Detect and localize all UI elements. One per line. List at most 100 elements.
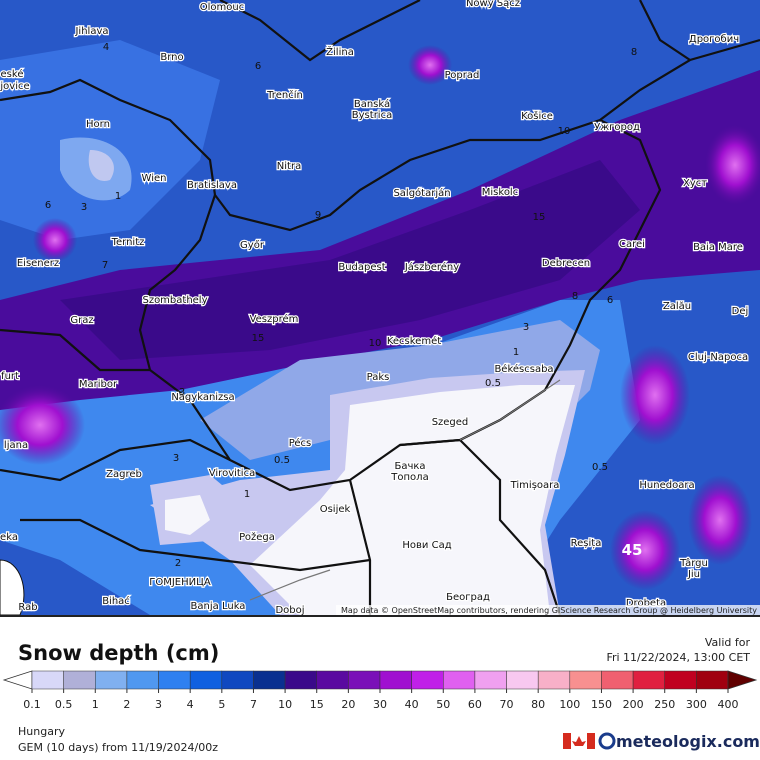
city-label: Debrecen xyxy=(542,258,590,269)
tick-label: 100 xyxy=(559,698,580,711)
city-label: Pécs xyxy=(289,437,312,449)
tick-label: 5 xyxy=(218,698,225,711)
contour-label: 6 xyxy=(45,200,51,211)
contour-label: 15 xyxy=(533,212,546,223)
city-label: Trenčín xyxy=(266,89,303,101)
city-label: Brno xyxy=(160,52,183,63)
city-label: Olomouc xyxy=(200,2,244,13)
contour-label: 3 xyxy=(173,453,179,464)
city-label: Bihać xyxy=(102,595,130,607)
contour-label: 4 xyxy=(103,42,109,53)
contour-label: 9 xyxy=(315,210,321,221)
tick-label: 7 xyxy=(250,698,257,711)
city-label: jovice xyxy=(0,81,30,92)
city-label: Požega xyxy=(239,531,275,543)
contour-label: 1 xyxy=(513,347,519,358)
city-label: Virovitica xyxy=(209,468,255,479)
city-label: Banská xyxy=(354,98,390,110)
colorbar-segment xyxy=(696,670,729,690)
tick-label: 20 xyxy=(341,698,355,711)
tick-label: 50 xyxy=(436,698,450,711)
city-label: Eisenerz xyxy=(17,258,59,269)
colorbar-segment xyxy=(316,670,349,690)
tick-label: 150 xyxy=(591,698,612,711)
contour-label: 0.5 xyxy=(485,378,501,389)
tick-label: 200 xyxy=(623,698,644,711)
city-label: Graz xyxy=(70,315,93,326)
city-label: Cluj-Napoca xyxy=(688,352,748,363)
city-label: Bratislava xyxy=(187,180,237,191)
city-label: Zagreb xyxy=(106,469,142,480)
city-label: Hunedoara xyxy=(639,480,694,491)
max-label: 45 xyxy=(622,541,643,559)
city-label: Banja Luka xyxy=(191,601,246,612)
colorbar-arrow xyxy=(727,670,758,690)
tick-label: 70 xyxy=(500,698,514,711)
colorbar-segment xyxy=(95,670,128,690)
colorbar-segment xyxy=(63,670,96,690)
city-label: eka xyxy=(0,532,18,543)
city-label: Jiu xyxy=(687,569,700,580)
city-label: Doboj xyxy=(275,605,304,616)
colorbar-segment xyxy=(664,670,697,690)
contour-label: 2 xyxy=(175,558,181,569)
city-label: Salgótarján xyxy=(393,187,450,199)
city-label: Nagykanizsa xyxy=(171,392,234,403)
valid-time: Fri 11/22/2024, 13:00 CET xyxy=(606,651,750,664)
contour-label: 0.5 xyxy=(274,455,290,466)
colorbar-segment xyxy=(569,670,602,690)
city-label: Osijek xyxy=(320,504,351,515)
city-label: Veszprém xyxy=(250,313,299,325)
contour-label: 1 xyxy=(115,191,121,202)
colorbar-segment xyxy=(443,670,476,690)
map: Olomouc Nowy Sącz Jihlava Brno Žilina Po… xyxy=(0,0,760,617)
tick-label: 10 xyxy=(278,698,292,711)
model-run: GEM (10 days) from 11/19/2024/00z xyxy=(18,741,218,754)
brand[interactable]: meteologix.com xyxy=(616,732,760,751)
colorbar-arrow xyxy=(2,670,33,690)
canada-flag xyxy=(563,733,595,749)
city-label: Timișoara xyxy=(510,480,560,491)
contour-label: 8 xyxy=(631,47,637,58)
tick-label: 40 xyxy=(405,698,419,711)
city-label: furt xyxy=(1,371,19,382)
contour-label: 10 xyxy=(369,338,382,349)
city-label: Baia Mare xyxy=(693,242,743,253)
city-label: Jihlava xyxy=(74,26,108,37)
contour-label: 15 xyxy=(252,333,265,344)
contour-label: 3 xyxy=(523,322,529,333)
contour-label: 7 xyxy=(102,260,108,271)
contour-label: 3 xyxy=(81,202,87,213)
contour-label: 6 xyxy=(607,295,613,306)
contour-label: 10 xyxy=(558,126,571,137)
legend-title: Snow depth (cm) xyxy=(18,641,219,665)
colorbar-segment xyxy=(221,670,254,690)
contour-label: 3 xyxy=(179,387,185,398)
city-label: Győr xyxy=(240,239,265,251)
city-label: Хуст xyxy=(683,178,707,189)
colorbar-segment xyxy=(158,670,191,690)
contour-label: 6 xyxy=(255,61,261,72)
city-label: Nitra xyxy=(277,161,301,172)
tick-label: 1 xyxy=(92,698,99,711)
city-label: Бачка xyxy=(394,461,425,472)
city-label: Kecskemét xyxy=(387,335,441,347)
logo-icon xyxy=(598,732,616,750)
colorbar-segment xyxy=(632,670,665,690)
attribution: Map data © OpenStreetMap contributors, r… xyxy=(341,606,757,615)
colorbar-segment xyxy=(348,670,381,690)
city-label: Дрогобич xyxy=(689,34,739,45)
tick-label: 30 xyxy=(373,698,387,711)
tick-label: 250 xyxy=(654,698,675,711)
city-label: Bystrica xyxy=(352,110,392,121)
city-label: Békéscsaba xyxy=(494,363,553,375)
tick-label: 3 xyxy=(155,698,162,711)
tick-label: 0.5 xyxy=(55,698,73,711)
city-label: Ужгород xyxy=(594,122,640,133)
city-label: Szeged xyxy=(432,417,469,428)
tick-label: 15 xyxy=(310,698,324,711)
city-label: Târgu xyxy=(679,557,708,569)
city-label: Maribor xyxy=(79,379,118,390)
valid-label: Valid for xyxy=(705,636,751,649)
